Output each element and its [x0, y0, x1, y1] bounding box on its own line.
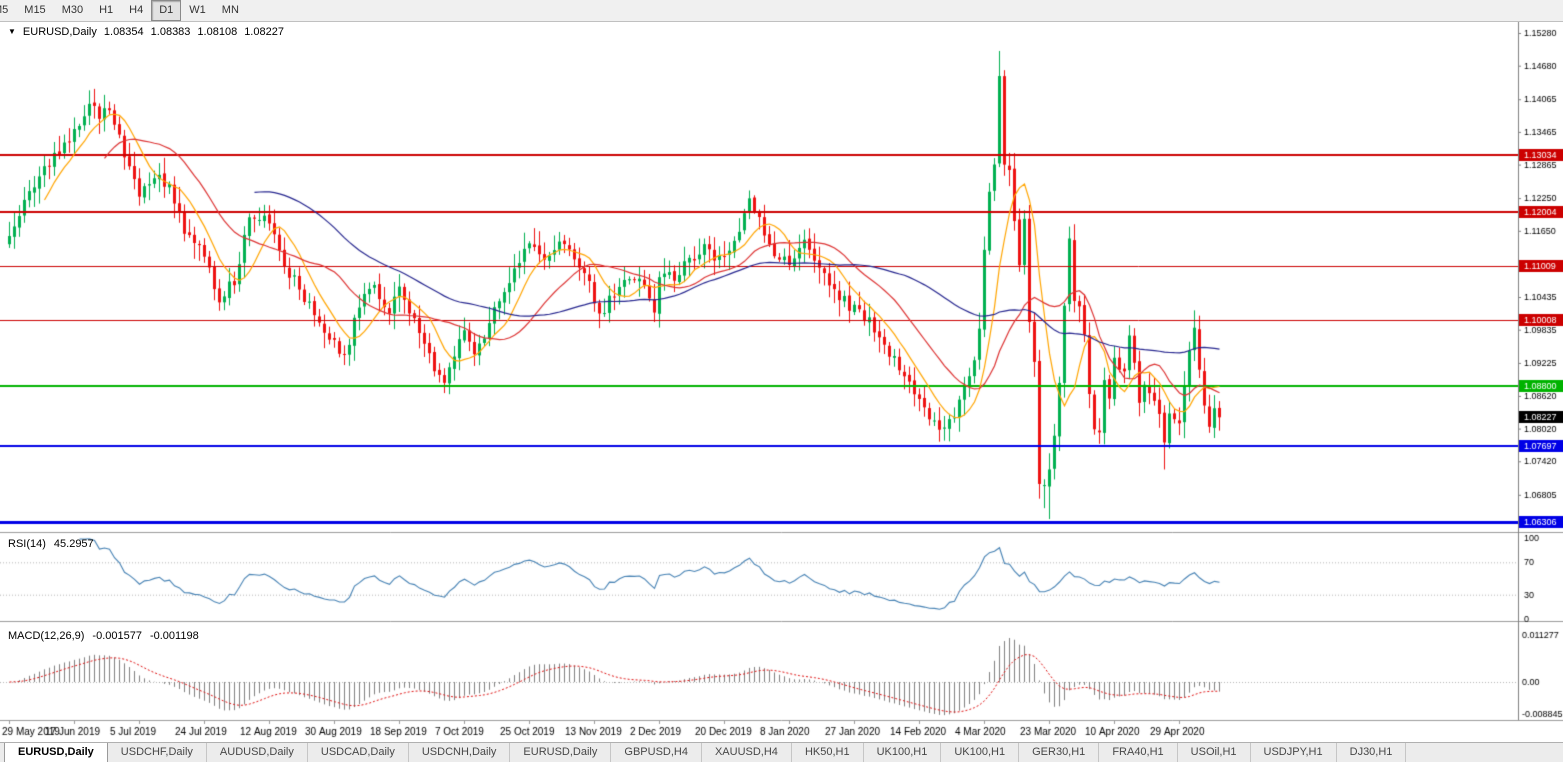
timeframe-button-m30[interactable]: M30 — [61, 4, 84, 16]
tab-eurusd-daily[interactable]: EURUSD,Daily — [510, 743, 612, 762]
chart-window: ▼ EURUSD,Daily 1.08354 1.08383 1.08108 1… — [0, 22, 1563, 742]
tab-ger30-h1[interactable]: GER30,H1 — [1019, 743, 1100, 762]
tab-gbpusd-h4[interactable]: GBPUSD,H4 — [611, 743, 702, 762]
tab-audusd-daily[interactable]: AUDUSD,Daily — [207, 743, 308, 762]
tab-usdcad-daily[interactable]: USDCAD,Daily — [308, 743, 409, 762]
timeframe-button-mn[interactable]: MN — [221, 4, 239, 16]
tab-uk100-h1[interactable]: UK100,H1 — [864, 743, 942, 762]
chevron-down-icon[interactable]: ▼ — [8, 27, 16, 36]
timeframe-button-w1[interactable]: W1 — [189, 4, 206, 16]
timeframe-button-h4[interactable]: H4 — [129, 4, 144, 16]
timeframe-toolbar: M5 M15 M30 H1 H4 D1 W1 MN — [0, 0, 1563, 22]
symbol-tabbar: EURUSD,Daily USDCHF,Daily AUDUSD,Daily USDC… — [0, 742, 1563, 762]
tab-hk50-h1[interactable]: HK50,H1 — [792, 743, 864, 762]
tab-xauusd-h4[interactable]: XAUUSD,H4 — [702, 743, 792, 762]
timeframe-button-m15[interactable]: M15 — [24, 4, 46, 16]
tab-usoil-h1[interactable]: USOil,H1 — [1178, 743, 1251, 762]
tab-uk100-h1[interactable]: UK100,H1 — [941, 743, 1020, 762]
tab-usdjpy-h1[interactable]: USDJPY,H1 — [1251, 743, 1337, 762]
tab-eurusd-daily[interactable]: EURUSD,Daily — [4, 743, 108, 762]
timeframe-button-d1[interactable]: D1 — [151, 0, 182, 21]
price-chart-canvas[interactable] — [0, 22, 1563, 742]
tab-usdchf-daily[interactable]: USDCHF,Daily — [108, 743, 207, 762]
timeframe-button-h1[interactable]: H1 — [99, 4, 114, 16]
tab-dj30-h1[interactable]: DJ30,H1 — [1337, 743, 1407, 762]
tab-usdcnh-daily[interactable]: USDCNH,Daily — [409, 743, 511, 762]
timeframe-button-m5[interactable]: M5 — [0, 4, 9, 16]
tab-fra40-h1[interactable]: FRA40,H1 — [1099, 743, 1178, 762]
